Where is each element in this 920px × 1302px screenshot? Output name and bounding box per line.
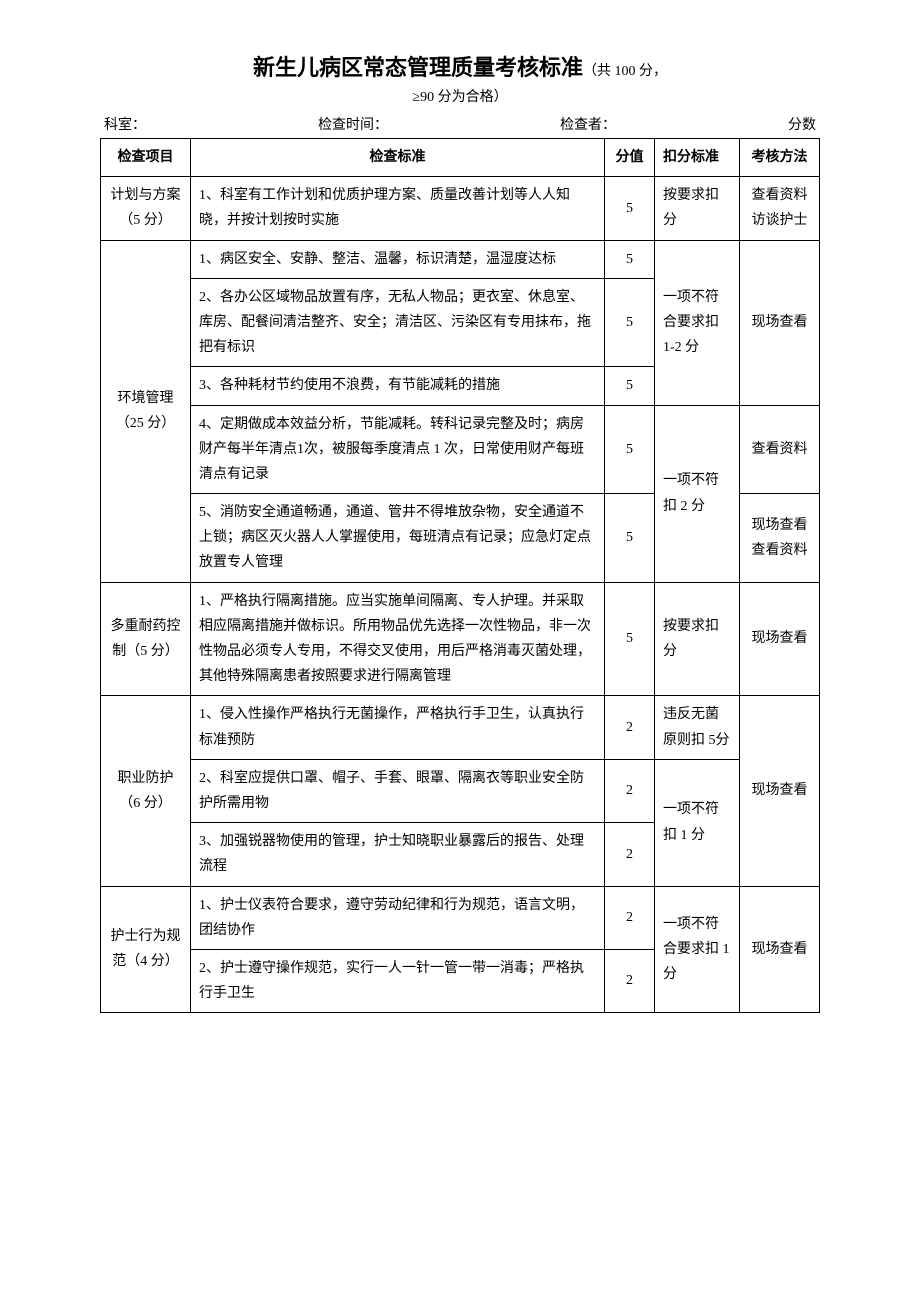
cell-score: 5 xyxy=(605,405,655,494)
cell-item: 多重耐药控制（5 分） xyxy=(101,582,191,696)
cell-score: 5 xyxy=(605,582,655,696)
header-deduct: 扣分标准 xyxy=(655,139,740,177)
cell-standard: 1、严格执行隔离措施。应当实施单间隔离、专人护理。并采取相应隔离措施并做标识。所… xyxy=(191,582,605,696)
table-row: 计划与方案（5 分） 1、科室有工作计划和优质护理方案、质量改善计划等人人知晓，… xyxy=(101,177,820,240)
cell-standard: 3、各种耗材节约使用不浪费，有节能减耗的措施 xyxy=(191,367,605,405)
assessment-table: 检查项目 检查标准 分值 扣分标准 考核方法 计划与方案（5 分） 1、科室有工… xyxy=(100,138,820,1013)
page-title: 新生儿病区常态管理质量考核标准（共 100 分， xyxy=(100,50,820,82)
cell-score: 5 xyxy=(605,278,655,367)
cell-item: 护士行为规范（4 分） xyxy=(101,886,191,1013)
cell-deduct: 违反无菌原则扣 5分 xyxy=(655,696,740,759)
header-standard: 检查标准 xyxy=(191,139,605,177)
cell-standard: 1、侵入性操作严格执行无菌操作，严格执行手卫生，认真执行标准预防 xyxy=(191,696,605,759)
cell-standard: 5、消防安全通道畅通，通道、管井不得堆放杂物，安全通道不上锁；病区灭火器人人掌握… xyxy=(191,494,605,583)
table-row: 职业防护（6 分） 1、侵入性操作严格执行无菌操作，严格执行手卫生，认真执行标准… xyxy=(101,696,820,759)
cell-method: 现场查看 xyxy=(740,240,820,405)
form-row: 科室： 检查时间： 检查者： 分数 xyxy=(100,114,820,134)
cell-method: 现场查看 xyxy=(740,582,820,696)
cell-method: 查看资料访谈护士 xyxy=(740,177,820,240)
cell-score: 2 xyxy=(605,886,655,949)
cell-method: 查看资料 xyxy=(740,405,820,494)
score-label: 分数 xyxy=(788,114,816,134)
cell-score: 2 xyxy=(605,696,655,759)
page-subtitle: ≥90 分为合格） xyxy=(100,86,820,106)
table-row: 护士行为规范（4 分） 1、护士仪表符合要求，遵守劳动纪律和行为规范，语言文明，… xyxy=(101,886,820,949)
header-score: 分值 xyxy=(605,139,655,177)
cell-deduct: 按要求扣分 xyxy=(655,177,740,240)
cell-standard: 2、各办公区域物品放置有序，无私人物品；更衣室、休息室、库房、配餐间清洁整齐、安… xyxy=(191,278,605,367)
cell-score: 5 xyxy=(605,177,655,240)
cell-method: 现场查看 xyxy=(740,696,820,886)
cell-standard: 1、科室有工作计划和优质护理方案、质量改善计划等人人知晓，并按计划按时实施 xyxy=(191,177,605,240)
cell-item: 环境管理（25 分） xyxy=(101,240,191,582)
cell-score: 5 xyxy=(605,367,655,405)
cell-standard: 3、加强锐器物使用的管理，护士知晓职业暴露后的报告、处理流程 xyxy=(191,823,605,886)
table-row: 2、科室应提供口罩、帽子、手套、眼罩、隔离衣等职业安全防护所需用物 2 一项不符… xyxy=(101,759,820,822)
cell-deduct: 一项不符合要求扣 1 分 xyxy=(655,886,740,1013)
cell-deduct: 一项不符扣 2 分 xyxy=(655,405,740,582)
cell-score: 2 xyxy=(605,759,655,822)
table-row: 4、定期做成本效益分析，节能减耗。转科记录完整及时；病房财产每半年清点1次，被服… xyxy=(101,405,820,494)
checker-label: 检查者： xyxy=(560,114,616,134)
cell-deduct: 一项不符合要求扣 1-2 分 xyxy=(655,240,740,405)
table-row: 环境管理（25 分） 1、病区安全、安静、整洁、温馨，标识清楚，温湿度达标 5 … xyxy=(101,240,820,278)
cell-standard: 1、护士仪表符合要求，遵守劳动纪律和行为规范，语言文明，团结协作 xyxy=(191,886,605,949)
cell-deduct: 一项不符扣 1 分 xyxy=(655,759,740,886)
table-header-row: 检查项目 检查标准 分值 扣分标准 考核方法 xyxy=(101,139,820,177)
header-item: 检查项目 xyxy=(101,139,191,177)
cell-item: 职业防护（6 分） xyxy=(101,696,191,886)
cell-standard: 1、病区安全、安静、整洁、温馨，标识清楚，温湿度达标 xyxy=(191,240,605,278)
dept-label: 科室： xyxy=(104,114,146,134)
table-row: 多重耐药控制（5 分） 1、严格执行隔离措施。应当实施单间隔离、专人护理。并采取… xyxy=(101,582,820,696)
cell-method: 现场查看 xyxy=(740,886,820,1013)
cell-score: 2 xyxy=(605,949,655,1012)
time-label: 检查时间： xyxy=(318,114,388,134)
title-main: 新生儿病区常态管理质量考核标准 xyxy=(253,55,583,80)
cell-deduct: 按要求扣分 xyxy=(655,582,740,696)
cell-score: 2 xyxy=(605,823,655,886)
cell-standard: 2、科室应提供口罩、帽子、手套、眼罩、隔离衣等职业安全防护所需用物 xyxy=(191,759,605,822)
cell-standard: 4、定期做成本效益分析，节能减耗。转科记录完整及时；病房财产每半年清点1次，被服… xyxy=(191,405,605,494)
cell-score: 5 xyxy=(605,494,655,583)
cell-standard: 2、护士遵守操作规范，实行一人一针一管一带一消毒；严格执行手卫生 xyxy=(191,949,605,1012)
cell-method: 现场查看查看资料 xyxy=(740,494,820,583)
title-suffix: （共 100 分， xyxy=(583,64,667,79)
cell-item: 计划与方案（5 分） xyxy=(101,177,191,240)
header-method: 考核方法 xyxy=(740,139,820,177)
cell-score: 5 xyxy=(605,240,655,278)
